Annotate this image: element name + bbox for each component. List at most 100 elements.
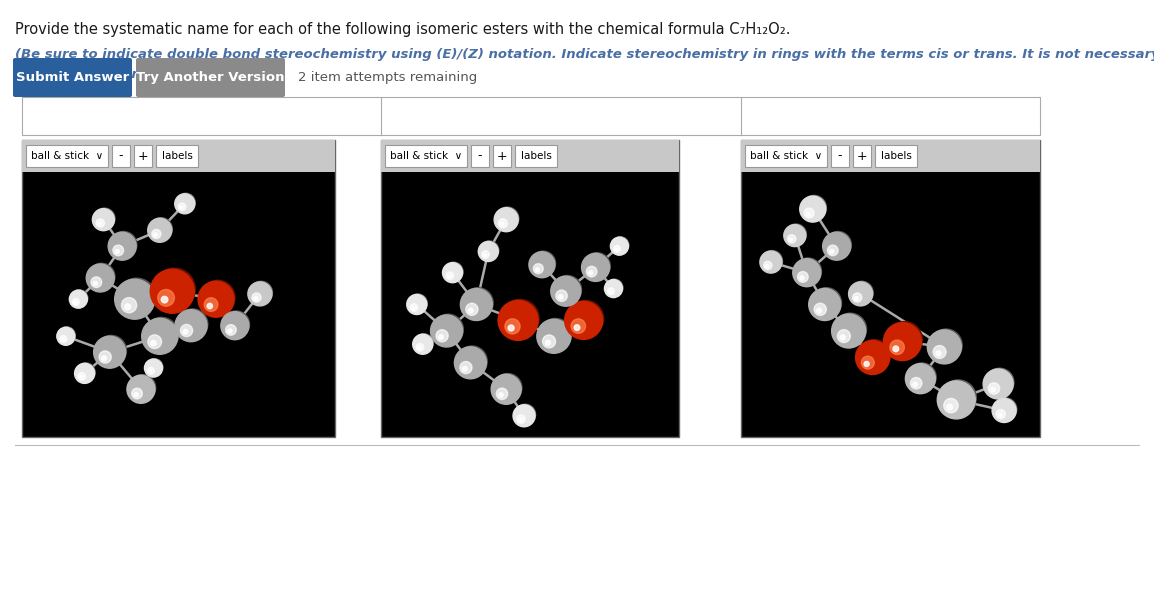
- Circle shape: [478, 241, 499, 262]
- Circle shape: [848, 282, 872, 306]
- Circle shape: [227, 329, 232, 333]
- Circle shape: [417, 343, 424, 351]
- Circle shape: [827, 245, 838, 256]
- Circle shape: [98, 222, 102, 226]
- Circle shape: [913, 382, 917, 386]
- Circle shape: [499, 301, 538, 340]
- Circle shape: [759, 251, 782, 273]
- Circle shape: [93, 281, 97, 286]
- Circle shape: [113, 245, 123, 256]
- Circle shape: [150, 218, 172, 241]
- Circle shape: [492, 374, 522, 404]
- Circle shape: [793, 259, 820, 287]
- Circle shape: [990, 388, 995, 392]
- Circle shape: [564, 301, 602, 340]
- Circle shape: [414, 334, 433, 353]
- Circle shape: [886, 322, 922, 358]
- Text: +: +: [856, 149, 868, 163]
- Circle shape: [129, 374, 156, 401]
- Circle shape: [73, 298, 80, 305]
- Circle shape: [496, 207, 519, 230]
- Circle shape: [118, 278, 156, 316]
- Text: -: -: [478, 149, 482, 163]
- Bar: [22, 172, 335, 437]
- Circle shape: [553, 275, 582, 304]
- Circle shape: [908, 363, 936, 391]
- Circle shape: [817, 308, 822, 313]
- Bar: [493, 145, 511, 167]
- Bar: [741, 172, 1040, 437]
- Circle shape: [800, 276, 804, 280]
- Circle shape: [809, 289, 841, 320]
- Circle shape: [93, 336, 126, 368]
- Circle shape: [153, 233, 157, 236]
- Circle shape: [529, 252, 555, 278]
- Circle shape: [457, 346, 487, 376]
- Circle shape: [144, 359, 163, 377]
- Circle shape: [571, 319, 585, 334]
- Circle shape: [158, 289, 174, 306]
- Circle shape: [787, 235, 796, 243]
- Circle shape: [220, 312, 249, 340]
- Circle shape: [884, 323, 921, 361]
- Circle shape: [582, 253, 609, 281]
- Circle shape: [789, 238, 793, 241]
- Circle shape: [445, 272, 454, 280]
- Circle shape: [983, 369, 1013, 399]
- Circle shape: [606, 279, 623, 296]
- Circle shape: [556, 290, 568, 301]
- Circle shape: [584, 253, 610, 280]
- Circle shape: [152, 229, 160, 238]
- Circle shape: [177, 193, 195, 212]
- Circle shape: [515, 404, 535, 425]
- Bar: [22, 140, 335, 172]
- Circle shape: [162, 296, 167, 303]
- Text: -: -: [119, 149, 123, 163]
- Circle shape: [605, 280, 622, 298]
- Circle shape: [784, 224, 805, 247]
- Circle shape: [937, 381, 975, 419]
- Circle shape: [930, 329, 962, 361]
- Bar: [22, 97, 1040, 135]
- Circle shape: [207, 304, 212, 309]
- Bar: [831, 145, 849, 167]
- Circle shape: [762, 251, 782, 271]
- Circle shape: [499, 393, 503, 397]
- Circle shape: [410, 304, 418, 311]
- Circle shape: [151, 340, 156, 346]
- Circle shape: [115, 250, 119, 254]
- Circle shape: [505, 319, 520, 334]
- Circle shape: [178, 203, 186, 211]
- FancyBboxPatch shape: [136, 58, 285, 97]
- Circle shape: [99, 351, 111, 363]
- Circle shape: [150, 269, 194, 313]
- Circle shape: [518, 418, 522, 422]
- Circle shape: [459, 362, 472, 374]
- Circle shape: [830, 250, 834, 254]
- Circle shape: [850, 281, 874, 304]
- Circle shape: [460, 289, 493, 320]
- Circle shape: [496, 388, 508, 400]
- Circle shape: [786, 224, 807, 245]
- Circle shape: [906, 364, 936, 394]
- Circle shape: [840, 335, 845, 340]
- Circle shape: [533, 264, 544, 274]
- Circle shape: [223, 311, 249, 338]
- Circle shape: [934, 346, 946, 358]
- Circle shape: [201, 280, 235, 314]
- Bar: [471, 145, 489, 167]
- Circle shape: [832, 314, 866, 348]
- Circle shape: [811, 287, 841, 318]
- Circle shape: [108, 232, 136, 260]
- Circle shape: [178, 309, 208, 340]
- Bar: [134, 145, 152, 167]
- Circle shape: [795, 258, 822, 284]
- Circle shape: [804, 208, 814, 218]
- Circle shape: [481, 251, 489, 258]
- Circle shape: [248, 282, 272, 306]
- Circle shape: [986, 368, 1014, 397]
- Text: Submit Answer: Submit Answer: [16, 71, 129, 84]
- Circle shape: [127, 376, 155, 403]
- Circle shape: [180, 325, 193, 337]
- Bar: [335, 97, 381, 442]
